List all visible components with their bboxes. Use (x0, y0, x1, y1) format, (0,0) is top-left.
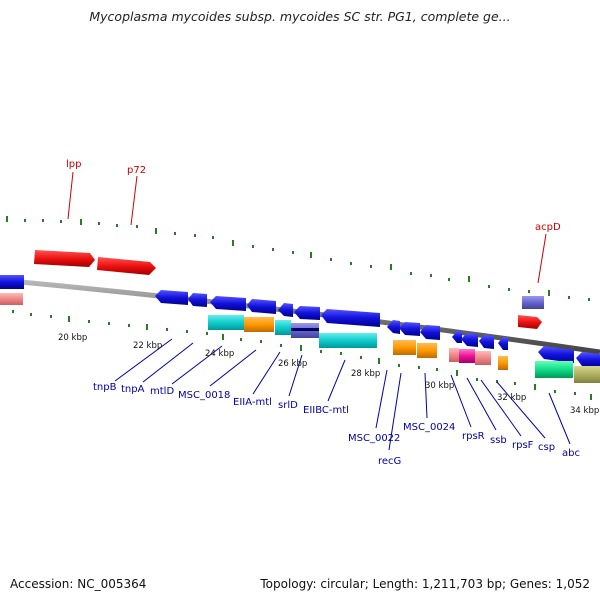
gene-acpD-upper[interactable] (522, 296, 544, 309)
gene-MSC_0018[interactable] (247, 299, 276, 314)
gene-csp[interactable] (498, 337, 508, 350)
scale-label-20kbp: 20 kbp (58, 333, 87, 343)
feature-cyan-3[interactable] (319, 333, 377, 348)
scale-label-22kbp: 22 kbp (133, 341, 162, 351)
feature-orange-4[interactable] (498, 356, 508, 370)
gene-acpD[interactable] (518, 315, 542, 329)
label-EIIA-mtl[interactable]: EIIA-mtl (233, 397, 272, 408)
label-csp[interactable]: csp (538, 442, 555, 453)
label-p72[interactable]: p72 (127, 165, 146, 176)
gene-abc[interactable] (538, 346, 574, 363)
reverse-strand-genes (0, 275, 600, 368)
gene-tnpB[interactable] (155, 290, 188, 305)
feature-olive[interactable] (574, 366, 600, 383)
scale-label-26kbp: 26 kbp (278, 359, 307, 369)
scale-label-32kbp: 32 kbp (497, 393, 526, 403)
feature-orange-3[interactable] (417, 343, 437, 358)
gene-lpp[interactable] (34, 250, 95, 267)
forward-strand-genes (34, 250, 544, 329)
label-abc[interactable]: abc (562, 448, 580, 459)
label-srlD[interactable]: srlD (278, 400, 298, 411)
label-tnpA[interactable]: tnpA (121, 384, 145, 395)
scale-labels: 20 kbp 22 kbp 24 kbp 26 kbp 28 kbp 30 kb… (58, 333, 599, 416)
accession-text: Accession: NC_005364 (10, 577, 147, 591)
gene-mtlD[interactable] (210, 296, 246, 311)
gene-rpsF[interactable] (479, 335, 494, 349)
label-EIIBC-mtl[interactable]: EIIBC-mtl (303, 405, 349, 416)
gene-EIIBC-mtl[interactable] (321, 309, 380, 327)
top-leader-lines (67, 171, 547, 284)
genome-summary-text: Topology: circular; Length: 1,211,703 bp… (260, 577, 590, 591)
lower-tick-row (12, 310, 592, 400)
bottom-leader-lines (114, 338, 571, 451)
gene-MSC_0022[interactable] (387, 320, 400, 334)
feature-pink-2[interactable] (475, 351, 491, 365)
label-tnpB[interactable]: tnpB (93, 382, 117, 393)
label-lpp[interactable]: lpp (66, 159, 81, 170)
top-gene-labels: lpp p72 acpD (66, 159, 561, 233)
label-acpD[interactable]: acpD (535, 222, 561, 233)
upper-tick-row (6, 216, 590, 301)
gene-EIIA-mtl[interactable] (278, 303, 293, 317)
feature-magenta[interactable] (459, 349, 475, 363)
gene-srlD[interactable] (294, 306, 320, 320)
gene-left-blue[interactable] (0, 275, 24, 289)
label-mtlD[interactable]: mtlD (150, 386, 174, 397)
label-MSC_0018[interactable]: MSC_0018 (178, 390, 230, 401)
scale-label-34kbp: 34 kbp (570, 406, 599, 416)
feature-cyan-1[interactable] (208, 315, 244, 330)
feature-cyan-2[interactable] (275, 320, 291, 335)
bottom-gene-labels: tnpB tnpA mtlD MSC_0018 EIIA-mtl srlD EI… (93, 382, 580, 467)
map-title: Mycoplasma mycoides subsp. mycoides SC s… (89, 9, 511, 24)
gene-ssb[interactable] (461, 333, 478, 347)
feature-navy-mark (291, 328, 319, 331)
label-rpsF[interactable]: rpsF (512, 440, 534, 451)
feature-green[interactable] (535, 361, 573, 378)
gene-left-pink[interactable] (0, 293, 23, 305)
label-rpsR[interactable]: rpsR (462, 431, 485, 442)
feature-orange-2[interactable] (393, 340, 416, 355)
gene-recG[interactable] (399, 322, 420, 336)
feature-orange-1[interactable] (244, 317, 274, 332)
gene-p72[interactable] (97, 257, 156, 275)
label-MSC_0024[interactable]: MSC_0024 (403, 422, 455, 433)
scale-label-28kbp: 28 kbp (351, 369, 380, 379)
feature-row (208, 315, 600, 383)
scale-label-30kbp: 30 kbp (425, 381, 454, 391)
gene-rpsR[interactable] (452, 331, 462, 343)
gene-MSC_0024[interactable] (420, 325, 440, 340)
scale-label-24kbp: 24 kbp (205, 349, 234, 359)
label-recG[interactable]: recG (378, 456, 401, 467)
gene-right-edge[interactable] (576, 352, 600, 368)
feature-pink-1[interactable] (449, 348, 459, 362)
label-MSC_0022[interactable]: MSC_0022 (348, 433, 400, 444)
label-ssb[interactable]: ssb (490, 435, 507, 446)
gene-tnpA[interactable] (188, 293, 207, 307)
